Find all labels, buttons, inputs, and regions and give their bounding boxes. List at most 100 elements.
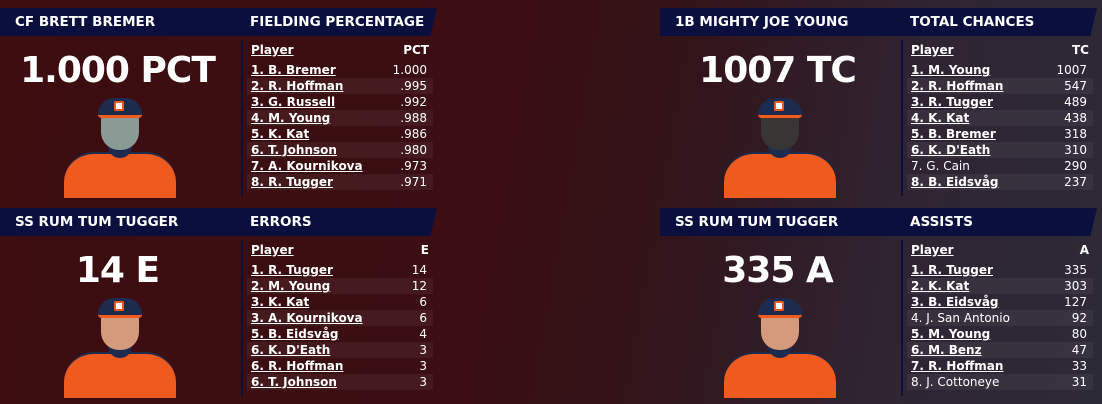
stat-value: 1007 bbox=[1056, 63, 1087, 77]
stat-value: 489 bbox=[1064, 95, 1087, 109]
stat-value: 3 bbox=[419, 343, 427, 357]
stat-value: 80 bbox=[1071, 327, 1087, 341]
leader-row: 3. B. Eidsvåg 127 bbox=[907, 294, 1093, 310]
player-link[interactable]: 3. A. Kournikova bbox=[251, 311, 363, 325]
player-link[interactable]: 5. B. Eidsvåg bbox=[251, 327, 339, 341]
player-portrait[interactable] bbox=[64, 96, 176, 198]
player-link[interactable]: 6. K. D'Eath bbox=[251, 343, 331, 357]
column-player[interactable]: Player bbox=[911, 243, 954, 257]
player-link[interactable]: 2. K. Kat bbox=[911, 279, 970, 293]
stat-value: 6 bbox=[419, 311, 427, 325]
leader-row: 6. K. D'Eath 310 bbox=[907, 142, 1093, 158]
column-player[interactable]: Player bbox=[251, 43, 294, 57]
player-link[interactable]: 1. M. Young bbox=[911, 63, 991, 77]
column-stat[interactable]: E bbox=[420, 243, 429, 257]
stat-value: 3 bbox=[419, 375, 427, 389]
player-link[interactable]: 7. R. Hoffman bbox=[911, 359, 1004, 373]
panel-header: 1B MIGHTY JOE YOUNG TOTAL CHANCES bbox=[660, 8, 1097, 36]
leader-row: 4. J. San Antonio 92 bbox=[907, 310, 1093, 326]
leaders-table: Player E 1. R. Tugger 14 2. M. Young 12 … bbox=[241, 240, 435, 396]
leader-value: 1007 TC bbox=[699, 50, 857, 91]
player-link[interactable]: 5. K. Kat bbox=[251, 127, 310, 141]
stat-value: 47 bbox=[1071, 343, 1087, 357]
leader-value: 335 A bbox=[722, 250, 834, 291]
leader-row: 4. K. Kat 438 bbox=[907, 110, 1093, 126]
player-name[interactable]: SS RUM TUM TUGGER bbox=[15, 214, 179, 230]
player-link[interactable]: 3. B. Eidsvåg bbox=[911, 295, 999, 309]
stat-value: 438 bbox=[1064, 111, 1087, 125]
player-name[interactable]: SS RUM TUM TUGGER bbox=[675, 214, 839, 230]
panel-header: SS RUM TUM TUGGER ASSISTS bbox=[660, 208, 1097, 236]
leaders-table: Player PCT 1. B. Bremer 1.000 2. R. Hoff… bbox=[241, 40, 435, 196]
player-portrait[interactable] bbox=[724, 96, 836, 198]
stat-value: .986 bbox=[400, 127, 427, 141]
player-link: 4. J. San Antonio bbox=[911, 311, 1010, 325]
stat-value: .992 bbox=[400, 95, 427, 109]
column-stat[interactable]: PCT bbox=[403, 43, 429, 57]
column-player[interactable]: Player bbox=[911, 43, 954, 57]
leader-row: 7. A. Kournikova .973 bbox=[247, 158, 433, 174]
panel-header: CF BRETT BREMER FIELDING PERCENTAGE bbox=[0, 8, 437, 36]
leader-row: 7. G. Cain 290 bbox=[907, 158, 1093, 174]
leader-row: 6. K. D'Eath 3 bbox=[247, 342, 433, 358]
leader-row: 6. M. Benz 47 bbox=[907, 342, 1093, 358]
player-link[interactable]: 6. T. Johnson bbox=[251, 143, 337, 157]
player-link[interactable]: 6. T. Johnson bbox=[251, 375, 337, 389]
player-name[interactable]: CF BRETT BREMER bbox=[15, 14, 156, 30]
column-player[interactable]: Player bbox=[251, 243, 294, 257]
stat-title: ASSISTS bbox=[910, 214, 973, 230]
stat-title: ERRORS bbox=[250, 214, 312, 230]
stat-value: 1.000 bbox=[392, 63, 427, 77]
leader-row: 6. T. Johnson 3 bbox=[247, 374, 433, 390]
player-link: 7. G. Cain bbox=[911, 159, 970, 173]
leader-row: 2. M. Young 12 bbox=[247, 278, 433, 294]
stat-title: TOTAL CHANCES bbox=[910, 14, 1035, 30]
player-link[interactable]: 1. R. Tugger bbox=[251, 263, 333, 277]
leader-row: 1. R. Tugger 14 bbox=[247, 262, 433, 278]
leader-row: 8. J. Cottoneye 31 bbox=[907, 374, 1093, 390]
player-link[interactable]: 2. R. Hoffman bbox=[911, 79, 1004, 93]
column-stat[interactable]: A bbox=[1079, 243, 1089, 257]
player-link[interactable]: 8. R. Tugger bbox=[251, 175, 333, 189]
player-link[interactable]: 3. R. Tugger bbox=[911, 95, 993, 109]
stat-value: 127 bbox=[1064, 295, 1087, 309]
player-link[interactable]: 6. R. Hoffman bbox=[251, 359, 344, 373]
leader-row: 1. M. Young 1007 bbox=[907, 62, 1093, 78]
column-stat[interactable]: TC bbox=[1072, 43, 1089, 57]
player-link[interactable]: 5. B. Bremer bbox=[911, 127, 996, 141]
player-link[interactable]: 4. K. Kat bbox=[911, 111, 970, 125]
stat-value: 6 bbox=[419, 295, 427, 309]
player-link[interactable]: 1. R. Tugger bbox=[911, 263, 993, 277]
leader-panel: 1B MIGHTY JOE YOUNG TOTAL CHANCES 1007 T… bbox=[660, 0, 1097, 198]
player-link[interactable]: 6. K. D'Eath bbox=[911, 143, 991, 157]
player-portrait[interactable] bbox=[64, 296, 176, 398]
player-link[interactable]: 2. M. Young bbox=[251, 279, 331, 293]
leader-row: 5. M. Young 80 bbox=[907, 326, 1093, 342]
leader-row: 3. A. Kournikova 6 bbox=[247, 310, 433, 326]
stat-value: 237 bbox=[1064, 175, 1087, 189]
player-link[interactable]: 3. K. Kat bbox=[251, 295, 310, 309]
leader-row: 3. K. Kat 6 bbox=[247, 294, 433, 310]
stat-value: 14 bbox=[411, 263, 427, 277]
stat-value: 12 bbox=[411, 279, 427, 293]
player-link[interactable]: 8. B. Eidsvåg bbox=[911, 175, 999, 189]
leader-value: 14 E bbox=[75, 250, 160, 291]
player-link[interactable]: 1. B. Bremer bbox=[251, 63, 336, 77]
leader-row: 1. B. Bremer 1.000 bbox=[247, 62, 433, 78]
player-portrait[interactable] bbox=[724, 296, 836, 398]
leader-panel: SS RUM TUM TUGGER ASSISTS 335 A Player A… bbox=[660, 200, 1097, 398]
player-link[interactable]: 7. A. Kournikova bbox=[251, 159, 363, 173]
leader-row: 5. K. Kat .986 bbox=[247, 126, 433, 142]
player-link[interactable]: 4. M. Young bbox=[251, 111, 331, 125]
player-link[interactable]: 6. M. Benz bbox=[911, 343, 982, 357]
leader-row: 4. M. Young .988 bbox=[247, 110, 433, 126]
leader-row: 1. R. Tugger 335 bbox=[907, 262, 1093, 278]
player-link[interactable]: 5. M. Young bbox=[911, 327, 991, 341]
leader-row: 6. R. Hoffman 3 bbox=[247, 358, 433, 374]
player-link[interactable]: 3. G. Russell bbox=[251, 95, 336, 109]
stat-value: 335 bbox=[1064, 263, 1087, 277]
stat-value: .988 bbox=[400, 111, 427, 125]
stat-value: 310 bbox=[1064, 143, 1087, 157]
player-link[interactable]: 2. R. Hoffman bbox=[251, 79, 344, 93]
player-name[interactable]: 1B MIGHTY JOE YOUNG bbox=[675, 14, 849, 30]
